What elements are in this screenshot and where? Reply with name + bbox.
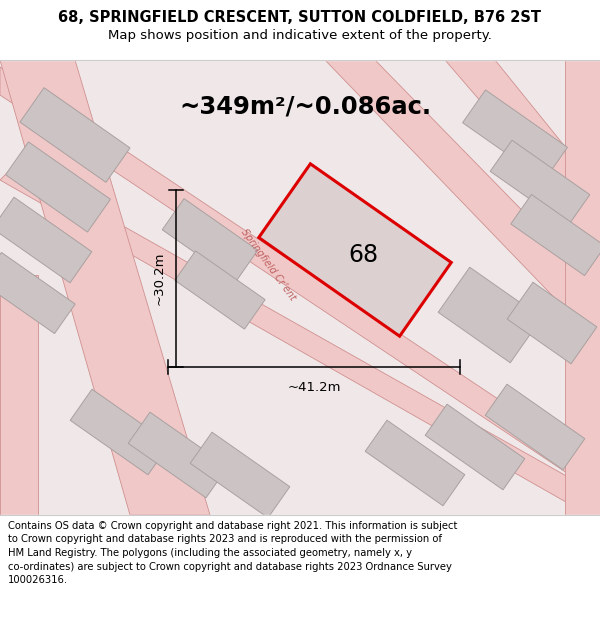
Polygon shape bbox=[0, 165, 600, 510]
Text: Map shows position and indicative extent of the property.: Map shows position and indicative extent… bbox=[108, 29, 492, 42]
Text: Springfield Cr’ent: Springfield Cr’ent bbox=[239, 228, 297, 302]
Text: ~41.2m: ~41.2m bbox=[287, 381, 341, 394]
Text: Contains OS data © Crown copyright and database right 2021. This information is : Contains OS data © Crown copyright and d… bbox=[8, 521, 457, 531]
Polygon shape bbox=[162, 199, 258, 281]
Polygon shape bbox=[190, 432, 290, 518]
Polygon shape bbox=[175, 251, 265, 329]
Bar bbox=[0, 60, 600, 515]
Polygon shape bbox=[0, 67, 600, 495]
Text: 68, SPRINGFIELD CRESCENT, SUTTON COLDFIELD, B76 2ST: 68, SPRINGFIELD CRESCENT, SUTTON COLDFIE… bbox=[59, 9, 542, 24]
Polygon shape bbox=[5, 142, 110, 232]
Text: 68: 68 bbox=[348, 243, 378, 267]
Text: ~349m²/~0.086ac.: ~349m²/~0.086ac. bbox=[179, 95, 431, 119]
Text: co-ordinates) are subject to Crown copyright and database rights 2023 Ordnance S: co-ordinates) are subject to Crown copyr… bbox=[8, 561, 452, 571]
Polygon shape bbox=[259, 164, 451, 336]
Polygon shape bbox=[485, 384, 585, 470]
Text: 100026316.: 100026316. bbox=[8, 575, 68, 585]
Polygon shape bbox=[490, 140, 590, 226]
Bar bbox=[0, 0, 600, 60]
Polygon shape bbox=[0, 253, 75, 334]
Text: HM Land Registry. The polygons (including the associated geometry, namely x, y: HM Land Registry. The polygons (includin… bbox=[8, 548, 412, 558]
Polygon shape bbox=[507, 282, 597, 364]
Text: to Crown copyright and database rights 2023 and is reproduced with the permissio: to Crown copyright and database rights 2… bbox=[8, 534, 442, 544]
Polygon shape bbox=[0, 60, 210, 515]
Polygon shape bbox=[70, 389, 170, 475]
Polygon shape bbox=[325, 60, 600, 345]
Polygon shape bbox=[128, 412, 228, 498]
Polygon shape bbox=[438, 268, 542, 362]
Polygon shape bbox=[365, 420, 465, 506]
Polygon shape bbox=[425, 404, 525, 490]
Polygon shape bbox=[0, 198, 92, 282]
Bar bbox=[0, 515, 600, 625]
Polygon shape bbox=[463, 90, 568, 180]
Polygon shape bbox=[445, 60, 600, 240]
Polygon shape bbox=[511, 194, 600, 276]
Polygon shape bbox=[0, 275, 38, 515]
Text: ~30.2m: ~30.2m bbox=[153, 252, 166, 305]
Polygon shape bbox=[20, 88, 130, 182]
Polygon shape bbox=[565, 60, 600, 515]
